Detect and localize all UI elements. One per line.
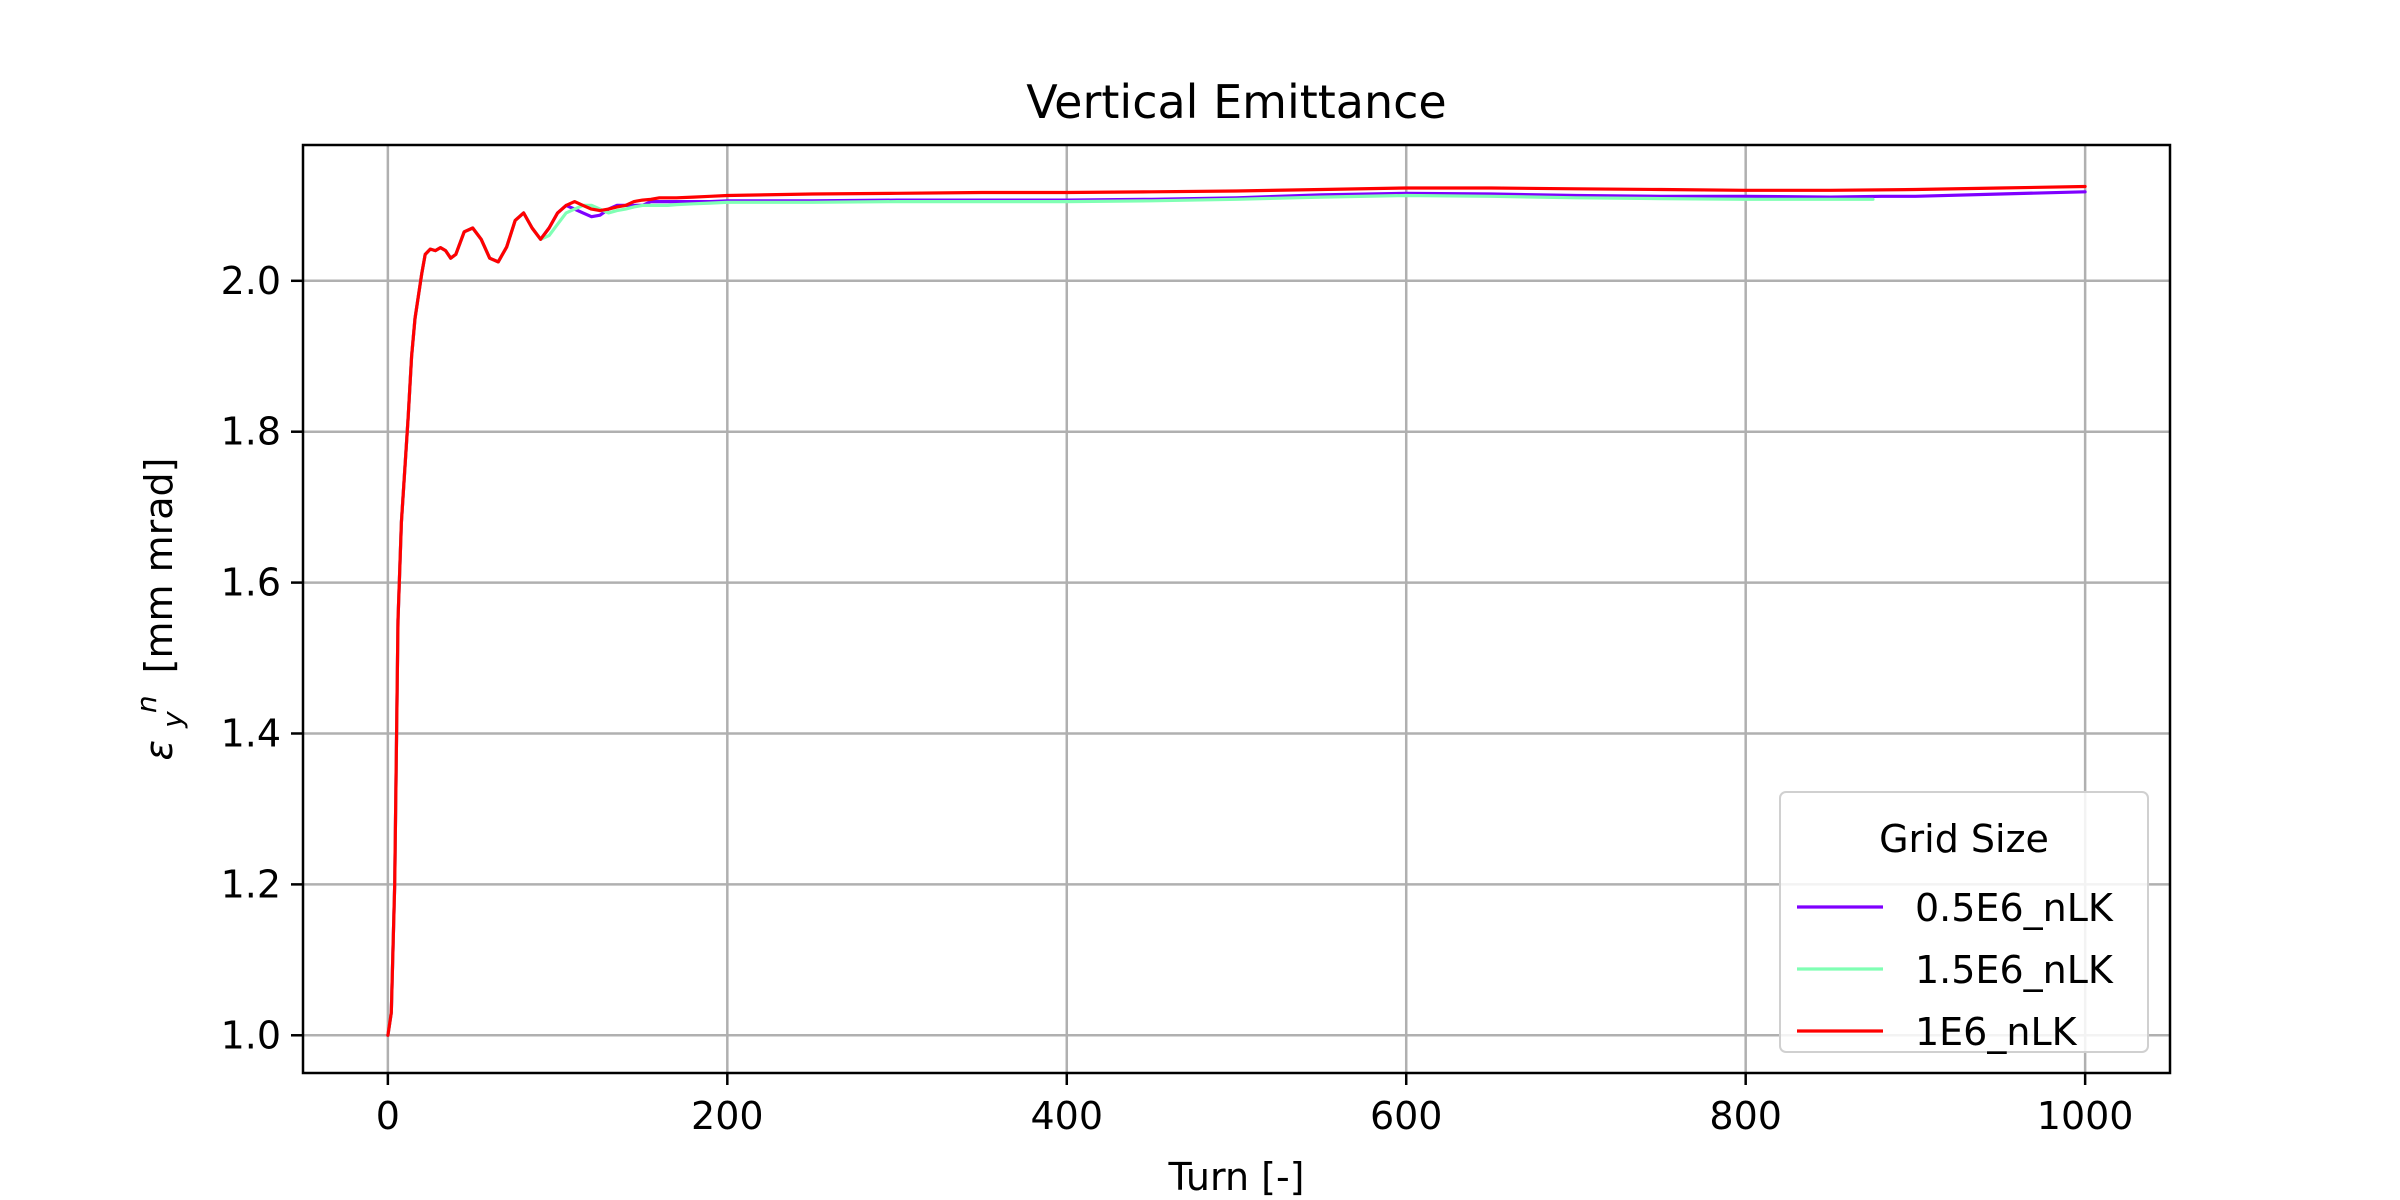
series-lines	[386, 184, 2087, 1037]
legend-title: Grid Size	[1879, 817, 2049, 861]
legend-box	[1779, 791, 2149, 1053]
legend-label: 0.5E6_nLK	[1915, 886, 2114, 930]
y-axis-label: ε y n [mm mrad]	[121, 458, 191, 761]
series-line-1E6_nLK	[386, 184, 2087, 1037]
y-tick-label: 1.8	[221, 410, 281, 454]
x-tick-label: 800	[1709, 1094, 1782, 1138]
y-axis-label-unit: [mm mrad]	[137, 458, 181, 674]
x-tick-label: 200	[691, 1094, 764, 1138]
legend-label: 1E6_nLK	[1915, 1010, 2078, 1054]
y-axis-ticks: 1.0 1.2 1.4 1.6 1.8 2.0	[221, 259, 303, 1057]
y-tick-label: 2.0	[221, 259, 281, 303]
y-tick-label: 1.0	[221, 1013, 281, 1057]
x-axis-label: Turn [-]	[1167, 1155, 1304, 1199]
x-tick-label: 1000	[2037, 1094, 2134, 1138]
y-axis-label-superscript: n	[130, 695, 163, 713]
legend-items: 0.5E6_nLK 1.5E6_nLK 1E6_nLK	[1797, 886, 2114, 1054]
y-tick-label: 1.4	[221, 711, 281, 755]
y-tick-label: 1.6	[221, 561, 281, 605]
y-axis-label-subscript: y	[156, 711, 189, 729]
x-tick-label: 600	[1370, 1094, 1443, 1138]
x-tick-label: 400	[1031, 1094, 1104, 1138]
y-axis-label-symbol: ε	[137, 740, 181, 761]
x-axis-ticks: 0 200 400 600 800 1000	[376, 1073, 2134, 1138]
plot-frame	[301, 143, 2172, 1075]
y-tick-label: 1.2	[221, 862, 281, 906]
legend: Grid Size 0.5E6_nLK 1.5E6_nLK 1E6_nLK	[1779, 791, 2149, 1054]
legend-label: 1.5E6_nLK	[1915, 948, 2114, 992]
chart-title: Vertical Emittance	[1026, 75, 1446, 129]
x-tick-label: 0	[376, 1094, 400, 1138]
